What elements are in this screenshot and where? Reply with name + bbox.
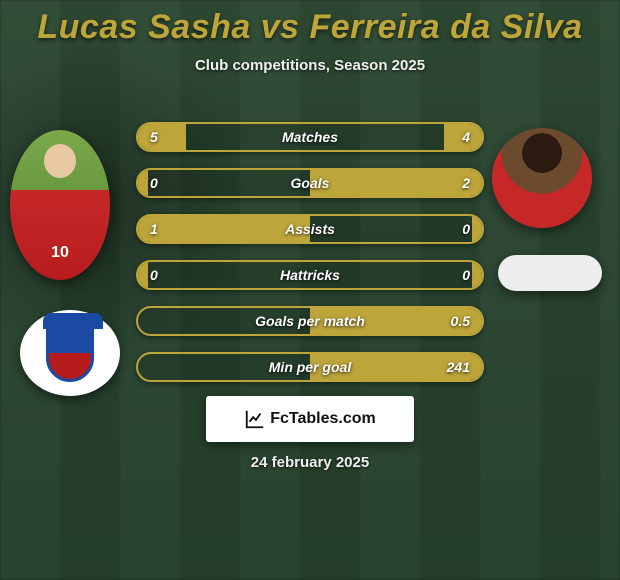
date-label: 24 february 2025: [0, 454, 620, 471]
stat-value-right: 4: [462, 124, 470, 150]
stat-row: Hattricks0 0: [136, 260, 484, 290]
stat-label: Goals per match: [138, 308, 482, 334]
stat-label: Goals: [138, 170, 482, 196]
stat-value-left: 1: [150, 216, 158, 242]
subtitle: Club competitions, Season 2025: [0, 57, 620, 74]
stat-value-left: 0: [150, 262, 158, 288]
brand-name: FcTables: [270, 410, 338, 427]
stat-value-right: 0: [462, 216, 470, 242]
stat-value-right: 241: [447, 354, 470, 380]
chart-icon: [244, 408, 266, 430]
brand-domain: .com: [338, 410, 375, 427]
player2-avatar: [492, 128, 592, 228]
stat-value-left: 0: [150, 170, 158, 196]
stat-label: Matches: [138, 124, 482, 150]
stat-row: Assists1 0: [136, 214, 484, 244]
stat-label: Assists: [138, 216, 482, 242]
stat-label: Min per goal: [138, 354, 482, 380]
player2-club-pill: [498, 255, 602, 291]
page-title: Lucas Sasha vs Ferreira da Silva: [0, 0, 620, 47]
stat-value-right: 0.5: [451, 308, 470, 334]
brand-badge: FcTables.com: [206, 396, 414, 442]
stat-value-right: 0: [462, 262, 470, 288]
stat-row: Min per goal241: [136, 352, 484, 382]
stat-value-right: 2: [462, 170, 470, 196]
stat-label: Hattricks: [138, 262, 482, 288]
stat-row: Goals0 2: [136, 168, 484, 198]
stat-row: Goals per match0.5: [136, 306, 484, 336]
stat-row: Matches5 4: [136, 122, 484, 152]
stats-container: Matches54Goals02Assists10Hattricks00Goal…: [136, 122, 484, 398]
brand-text: FcTables.com: [270, 410, 376, 428]
stat-value-left: 5: [150, 124, 158, 150]
player1-club-badge: [20, 310, 120, 396]
player1-avatar: [10, 130, 110, 280]
